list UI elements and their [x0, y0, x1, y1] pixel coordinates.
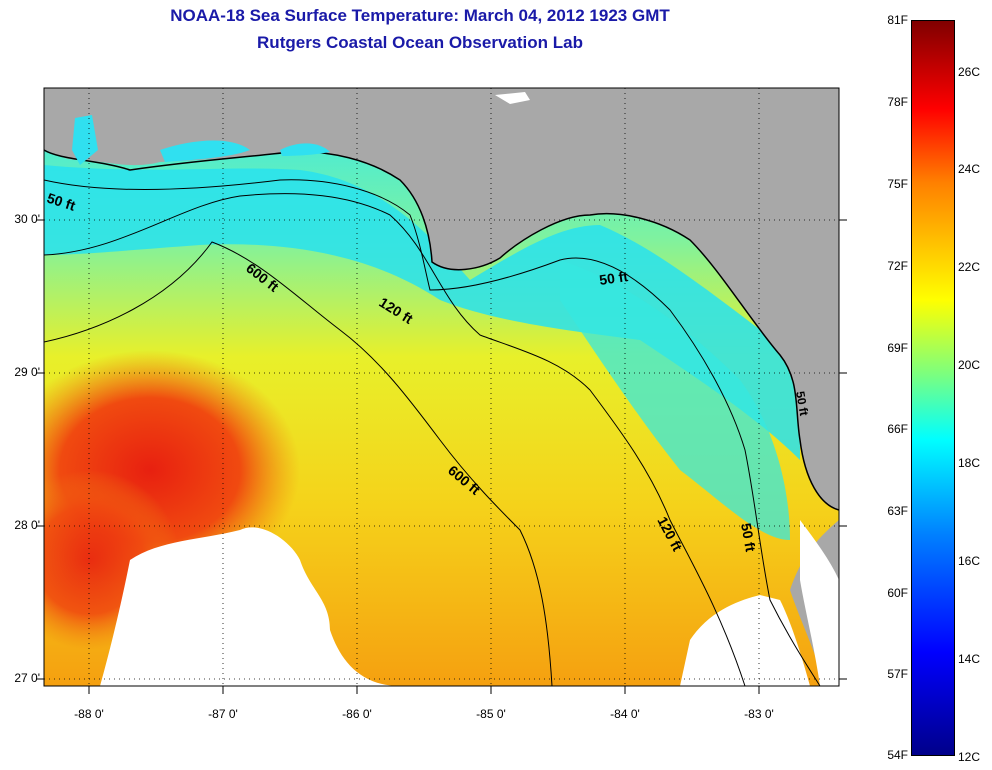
- map-frame: [43, 87, 840, 687]
- colorbar-c-label: 14C: [958, 652, 981, 666]
- lon-label: -84 0': [610, 707, 640, 721]
- colorbar-f-label: 78F: [887, 95, 908, 109]
- lon-label: -87 0': [208, 707, 238, 721]
- cool-shelf-water: [44, 165, 800, 460]
- contour-50ft: [44, 179, 821, 686]
- contour-label: 50 ft: [793, 390, 811, 417]
- colorbar-c-label: 20C: [958, 358, 981, 372]
- cloud-cover: [100, 527, 400, 686]
- colorbar-c-label: 24C: [958, 162, 981, 176]
- colorbar-c-label: 16C: [958, 554, 981, 568]
- lon-label: -83 0': [744, 707, 774, 721]
- contour-label: 50 ft: [738, 522, 759, 553]
- map-subtitle: Rutgers Coastal Ocean Observation Lab: [257, 33, 583, 52]
- lat-label: 28 0': [14, 518, 40, 532]
- colorbar-c-label: 18C: [958, 456, 981, 470]
- axis-ticks: [36, 219, 847, 694]
- colorbar-f-label: 66F: [887, 422, 908, 436]
- colorbar-f-label: 72F: [887, 259, 908, 273]
- colorbar-f-label: 75F: [887, 177, 908, 191]
- lon-label: -85 0': [476, 707, 506, 721]
- colorbar-f-label: 81F: [887, 13, 908, 27]
- contour-label: 50 ft: [598, 268, 629, 288]
- lat-label: 29 0': [14, 365, 40, 379]
- land-mass: [44, 88, 839, 510]
- lon-label: -88 0': [74, 707, 104, 721]
- colorbar-f-label: 54F: [887, 748, 908, 762]
- contour-600ft: [44, 241, 553, 686]
- contour-120ft: [44, 193, 746, 686]
- colorbar-c-label: 22C: [958, 260, 981, 274]
- colorbar-f-label: 60F: [887, 586, 908, 600]
- coastline: [44, 149, 839, 511]
- map-title: NOAA-18 Sea Surface Temperature: March 0…: [170, 6, 670, 25]
- colorbar-c-label: 26C: [958, 65, 981, 79]
- temperature-colorbar: [911, 20, 955, 756]
- colorbar-f-label: 69F: [887, 341, 908, 355]
- colorbar-f-label: 63F: [887, 504, 908, 518]
- lon-label: -86 0': [342, 707, 372, 721]
- colorbar-f-label: 57F: [887, 667, 908, 681]
- colorbar-c-label: 12C: [958, 750, 981, 764]
- lat-label: 30 0': [14, 212, 40, 226]
- lat-label: 27 0': [14, 671, 40, 685]
